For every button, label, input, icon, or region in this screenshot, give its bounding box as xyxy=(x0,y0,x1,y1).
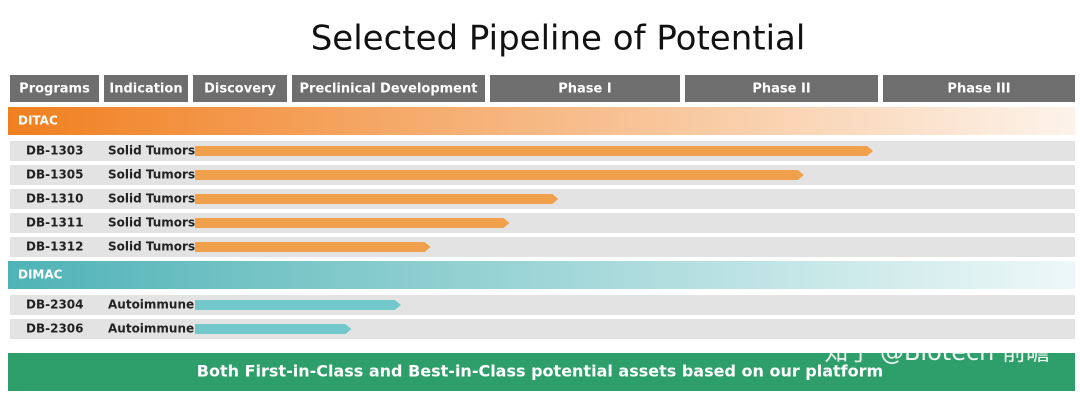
progress-bar xyxy=(195,194,559,204)
program-name: DB-2306 xyxy=(26,322,84,336)
progress-bar xyxy=(195,218,510,228)
program-name: DB-2304 xyxy=(26,298,84,312)
header-label: Preclinical Development xyxy=(300,82,478,97)
progress-bar xyxy=(195,170,804,180)
footer-text: Both First-in-Class and Best-in-Class po… xyxy=(197,362,883,381)
group-band xyxy=(8,261,1075,289)
header-cell xyxy=(292,75,485,102)
indication: Solid Tumors xyxy=(108,216,195,230)
group-label: DIMAC xyxy=(18,268,63,282)
header-label: Phase III xyxy=(947,82,1010,97)
indication: Autoimmune xyxy=(108,298,194,312)
header-label: Indication xyxy=(109,82,182,97)
header-cell xyxy=(193,75,287,102)
header-label: Phase I xyxy=(558,82,611,97)
watermark: 知乎 @Biotech 前瞻 xyxy=(824,338,1050,366)
header-label: Phase II xyxy=(752,82,810,97)
indication: Solid Tumors xyxy=(108,192,195,206)
progress-bar xyxy=(195,146,874,156)
indication: Solid Tumors xyxy=(108,168,195,182)
header-cell xyxy=(490,75,680,102)
footer-band xyxy=(8,353,1075,391)
header-cell xyxy=(10,75,99,102)
progress-bar xyxy=(195,242,431,252)
program-name: DB-1303 xyxy=(26,144,84,158)
program-name: DB-1312 xyxy=(26,240,84,254)
program-name: DB-1305 xyxy=(26,168,84,182)
program-name: DB-1310 xyxy=(26,192,84,206)
progress-bar xyxy=(195,300,401,310)
header-label: Discovery xyxy=(204,82,276,97)
header-cell xyxy=(685,75,878,102)
program-name: DB-1311 xyxy=(26,216,84,230)
group-label: DITAC xyxy=(18,114,58,128)
indication: Solid Tumors xyxy=(108,240,195,254)
header-label: Programs xyxy=(19,82,90,97)
group-band xyxy=(8,107,1075,135)
title: Selected Pipeline of Potential xyxy=(311,19,806,59)
indication: Solid Tumors xyxy=(108,144,195,158)
indication: Autoimmune xyxy=(108,322,194,336)
progress-bar xyxy=(195,324,352,334)
header-cell xyxy=(883,75,1075,102)
header-cell xyxy=(104,75,188,102)
